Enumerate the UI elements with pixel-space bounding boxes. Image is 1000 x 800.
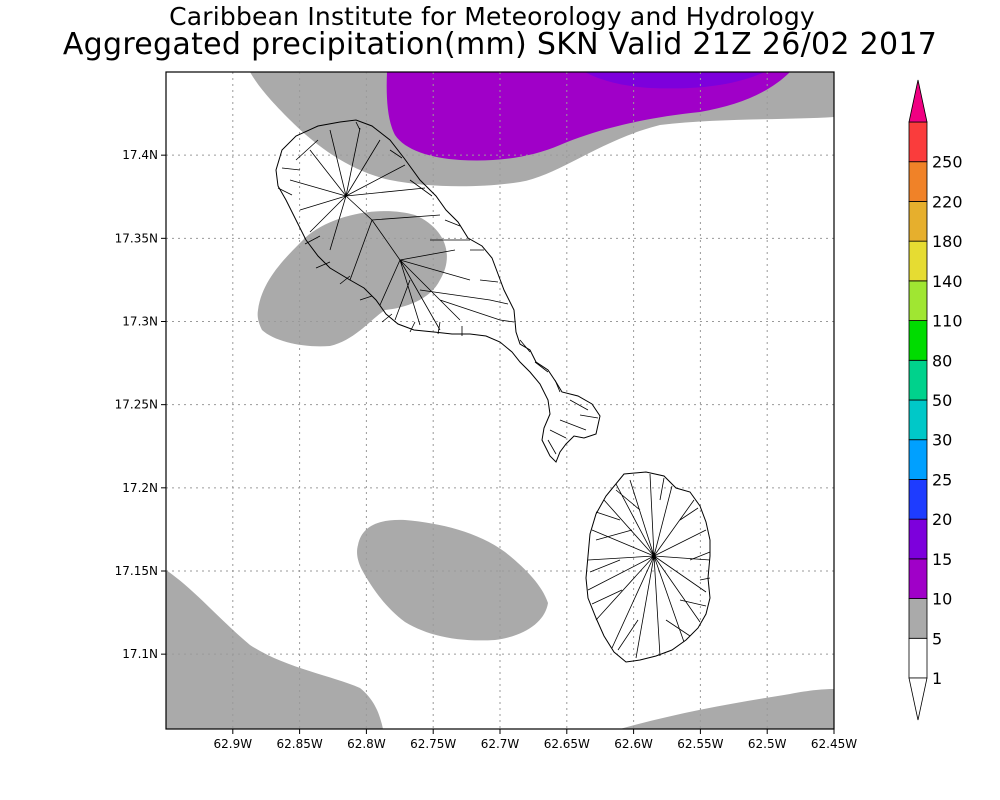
map-frame — [165, 71, 835, 730]
lon-tick-label: 62.9W — [214, 737, 253, 751]
precipitation-fields — [166, 72, 834, 729]
st-kitts-island — [275, 119, 601, 463]
colorbar-label: 180 — [932, 232, 963, 251]
lon-tick-label: 62.8W — [347, 737, 386, 751]
colorbar-label: 1 — [932, 669, 942, 688]
precip-field-central-south — [357, 519, 548, 641]
colorbar-label: 140 — [932, 272, 963, 291]
precip-field-southwest-corner — [166, 570, 383, 729]
lon-tick-label: 62.7W — [481, 737, 520, 751]
map-gridlines: 62.9W 62.85W 62.8W 62.75W 62.7W 62.65W 62.6W 62… — [115, 71, 857, 751]
colorbar-bin — [908, 240, 928, 282]
colorbar-bin — [908, 637, 928, 679]
colorbar-label: 250 — [932, 153, 963, 172]
colorbar-bin — [908, 558, 928, 599]
colorbar-bin — [908, 201, 928, 242]
colorbar-label: 50 — [932, 391, 952, 410]
nevis-coastline — [585, 471, 711, 663]
st-kitts-drainage — [277, 121, 599, 455]
colorbar-bin — [908, 359, 928, 401]
colorbar-bin — [908, 121, 928, 163]
lat-tick-label: 17.4N — [122, 148, 158, 162]
lat-tick-label: 17.35N — [115, 231, 158, 245]
chart-title: Caribbean Institute for Meteorology and … — [169, 2, 815, 31]
colorbar-label: 10 — [932, 590, 952, 609]
st-kitts-coastline — [275, 119, 601, 463]
colorbar-underflow-arrow — [908, 677, 928, 721]
colorbar-bin — [908, 161, 928, 202]
colorbar-label: 15 — [932, 550, 952, 569]
colorbar-label: 5 — [932, 629, 942, 648]
lon-tick-label: 62.5W — [748, 737, 787, 751]
colorbar-bin — [908, 479, 928, 520]
lon-tick-label: 62.6W — [614, 737, 653, 751]
lat-tick-label: 17.25N — [115, 398, 158, 412]
colorbar-label: 20 — [932, 510, 952, 529]
lat-tick-label: 17.1N — [122, 647, 158, 661]
precip-field-north-center — [386, 72, 790, 161]
colorbar-label: 110 — [932, 312, 963, 331]
nevis-drainage — [587, 473, 711, 659]
lon-tick-label: 62.65W — [544, 737, 590, 751]
colorbar-label: 30 — [932, 431, 952, 450]
colorbar-overflow-arrow — [908, 79, 928, 123]
lon-tick-label: 62.75W — [410, 737, 456, 751]
precip-field-west-of-st-kitts — [257, 211, 447, 347]
colorbar-bin — [908, 399, 928, 441]
lat-tick-label: 17.15N — [115, 564, 158, 578]
precip-field-north-center-core — [585, 72, 765, 89]
chart-subtitle: Aggregated precipitation(mm) SKN Valid 2… — [62, 27, 938, 62]
precip-field-southeast-corner — [620, 689, 834, 729]
lon-tick-label: 62.55W — [677, 737, 723, 751]
colorbar-bin — [908, 598, 928, 639]
nevis-island — [585, 471, 711, 663]
colorbar-bin — [908, 280, 928, 321]
lon-tick-label: 62.45W — [811, 737, 857, 751]
colorbar-bin — [908, 518, 928, 560]
colorbar-label: 25 — [932, 470, 952, 489]
colorbar-bin — [908, 320, 928, 361]
colorbar-label: 220 — [932, 192, 963, 211]
colorbar-label: 80 — [932, 351, 952, 370]
lat-tick-label: 17.2N — [122, 481, 158, 495]
colorbar-bin — [908, 439, 928, 480]
lon-tick-label: 62.85W — [276, 737, 322, 751]
lat-tick-label: 17.3N — [122, 314, 158, 328]
